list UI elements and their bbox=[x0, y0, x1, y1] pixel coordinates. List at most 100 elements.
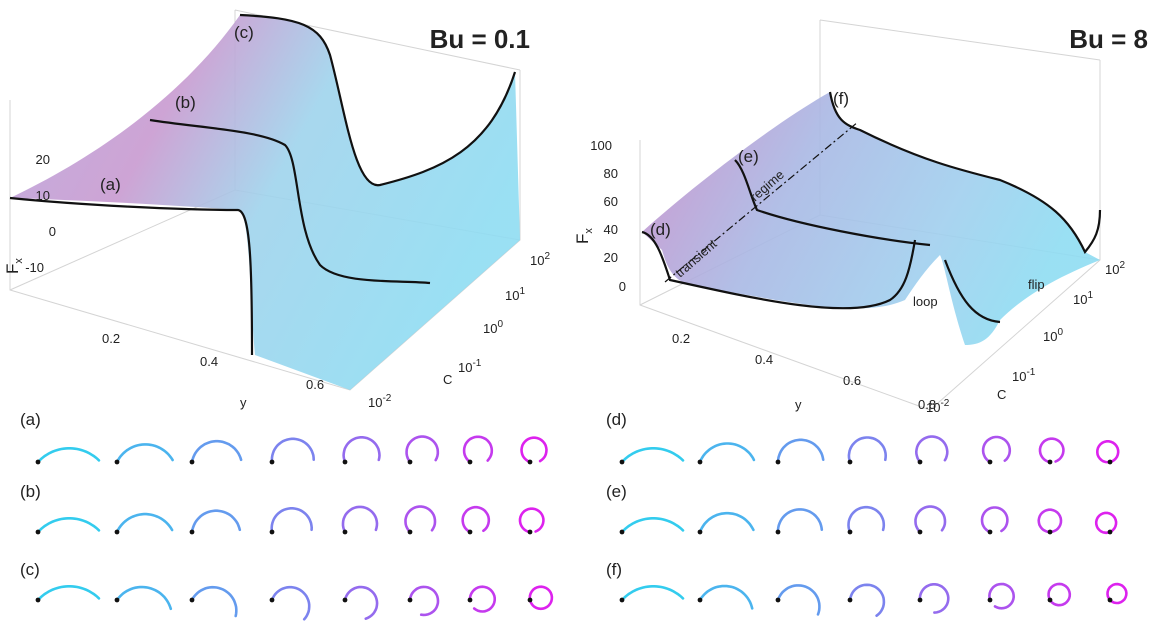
filament bbox=[1095, 440, 1120, 464]
filament-end bbox=[114, 459, 120, 465]
y-tick-label: 0.8 bbox=[918, 397, 936, 412]
c-tick-label: 100 bbox=[483, 319, 503, 336]
c-tick-label: 10-2 bbox=[926, 398, 950, 415]
row-label: (b) bbox=[20, 482, 41, 501]
filament bbox=[36, 585, 101, 602]
filament-end bbox=[697, 597, 703, 603]
panel-title: Bu = 0.1 bbox=[430, 24, 530, 54]
filament bbox=[914, 435, 949, 464]
y-tick-label: 0.6 bbox=[306, 377, 324, 392]
filament-end bbox=[467, 459, 473, 465]
filament-end bbox=[917, 459, 923, 465]
filament bbox=[620, 517, 685, 534]
tick-exp: 2 bbox=[1119, 260, 1125, 271]
row-label: (d) bbox=[606, 410, 627, 429]
filament-end bbox=[1107, 597, 1113, 603]
filament-end bbox=[775, 597, 781, 603]
filament bbox=[404, 505, 437, 534]
filament-end bbox=[189, 459, 195, 465]
c-tick-label: 102 bbox=[530, 251, 550, 268]
filament-end bbox=[917, 529, 923, 535]
surface-curves bbox=[641, 91, 1102, 324]
filament-end bbox=[342, 529, 348, 535]
filament-end bbox=[467, 597, 473, 603]
filament-end bbox=[189, 597, 195, 603]
filament bbox=[408, 585, 440, 617]
filament bbox=[115, 512, 174, 534]
z-tick-label: -10 bbox=[25, 260, 44, 275]
filament-end bbox=[917, 597, 923, 603]
tick-exp: 1 bbox=[519, 286, 525, 297]
tick-base: 10 bbox=[1073, 292, 1087, 307]
curve-label: (c) bbox=[234, 23, 254, 42]
row-label: (e) bbox=[606, 482, 627, 501]
z-tick-label: 100 bbox=[590, 138, 612, 153]
filament bbox=[848, 583, 886, 617]
filament bbox=[698, 442, 756, 464]
tick-base: 10 bbox=[458, 360, 472, 375]
filament-end bbox=[1107, 529, 1113, 535]
tick-exp: 1 bbox=[1087, 290, 1093, 301]
filament-end bbox=[847, 529, 853, 535]
tick-exp: -1 bbox=[472, 358, 481, 369]
axis-label: y bbox=[795, 397, 802, 412]
tick-exp: 0 bbox=[497, 319, 503, 330]
filament-end bbox=[1047, 597, 1053, 603]
filament bbox=[776, 438, 825, 464]
filament bbox=[1038, 437, 1065, 464]
filament-end bbox=[342, 597, 348, 603]
filament-end bbox=[527, 459, 533, 465]
filament bbox=[981, 435, 1012, 464]
filament-end bbox=[407, 597, 413, 603]
filament bbox=[341, 505, 379, 534]
filament-end bbox=[775, 459, 781, 465]
filament-end bbox=[1107, 459, 1113, 465]
filament-end bbox=[407, 529, 413, 535]
filament bbox=[1106, 582, 1128, 605]
tick-base: 10 bbox=[530, 253, 544, 268]
filament bbox=[461, 505, 491, 534]
filament bbox=[847, 436, 888, 464]
curve-label: (d) bbox=[650, 220, 671, 239]
tick-base: 10 bbox=[1105, 262, 1119, 277]
z-tick-label: 40 bbox=[604, 222, 618, 237]
tick-exp: 0 bbox=[1057, 327, 1063, 338]
filament-end bbox=[269, 529, 275, 535]
filament bbox=[698, 584, 754, 610]
filament bbox=[115, 585, 173, 611]
row-label: (a) bbox=[20, 410, 41, 429]
filament-end bbox=[35, 529, 41, 535]
filament bbox=[918, 583, 950, 614]
filament bbox=[190, 585, 238, 618]
y-tick-label: 0.4 bbox=[200, 354, 218, 369]
row-label: (c) bbox=[20, 560, 40, 579]
filament-end bbox=[269, 459, 275, 465]
filament bbox=[620, 447, 685, 464]
c-tick-label: 102 bbox=[1105, 260, 1125, 277]
annotation: flip bbox=[1028, 277, 1045, 292]
y-tick-label: 0.6 bbox=[843, 373, 861, 388]
filament bbox=[520, 436, 548, 464]
tick-exp: -1 bbox=[1026, 367, 1035, 378]
filament-end bbox=[619, 529, 625, 535]
filament-end bbox=[847, 597, 853, 603]
filament bbox=[343, 585, 379, 620]
c-tick-label: 10-2 bbox=[368, 393, 392, 410]
curve-label: (b) bbox=[175, 93, 196, 112]
y-tick-label: 0.2 bbox=[102, 331, 120, 346]
row-label: (f) bbox=[606, 560, 622, 579]
filament bbox=[1047, 582, 1072, 607]
filament bbox=[776, 508, 824, 534]
filament-end bbox=[775, 529, 781, 535]
annotation: loop bbox=[913, 294, 938, 309]
c-tick-label: 10-1 bbox=[1012, 367, 1036, 384]
filament-end bbox=[527, 597, 533, 603]
z-tick-label: 20 bbox=[604, 250, 618, 265]
filament-end bbox=[342, 459, 348, 465]
filament bbox=[776, 584, 821, 616]
filament-end bbox=[269, 597, 275, 603]
axis-label: Fx bbox=[3, 258, 25, 274]
filament-end bbox=[987, 459, 993, 465]
filament bbox=[528, 585, 554, 611]
